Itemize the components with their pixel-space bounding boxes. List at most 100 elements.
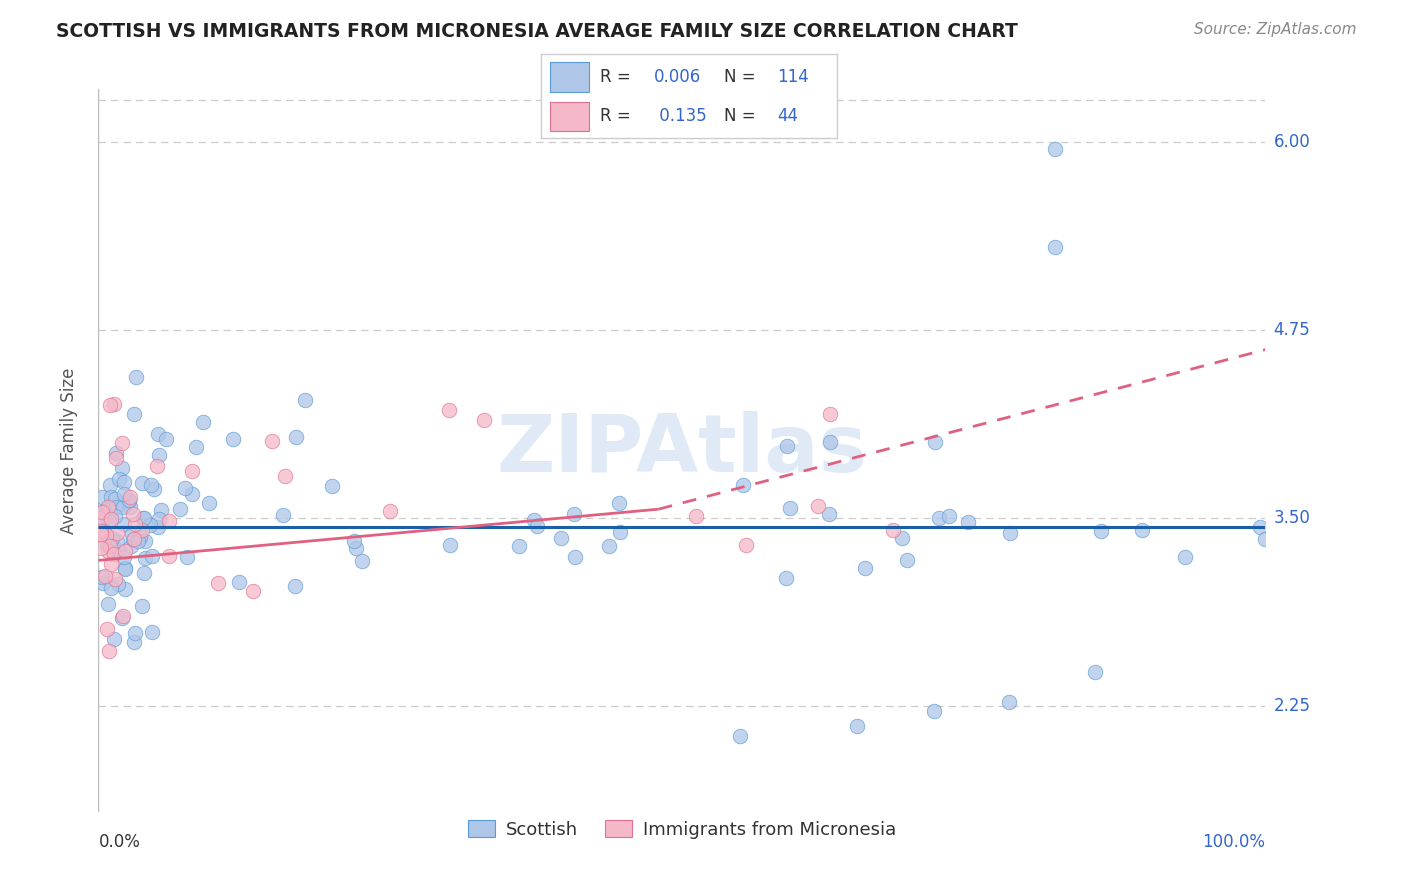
Point	[134, 511, 156, 525]
Point	[262, 434, 284, 448]
Point	[139, 517, 162, 532]
Point	[100, 557, 122, 571]
Point	[100, 511, 122, 525]
Point	[100, 490, 122, 504]
Point	[321, 479, 343, 493]
Point	[90, 524, 112, 538]
Point	[111, 436, 134, 450]
Text: R =: R =	[600, 69, 637, 87]
Point	[132, 510, 155, 524]
Point	[148, 448, 170, 462]
Point	[90, 510, 112, 524]
Text: 44: 44	[778, 107, 799, 125]
Point	[472, 413, 495, 427]
Point	[131, 475, 153, 490]
Text: 6.00: 6.00	[1274, 133, 1310, 151]
Point	[103, 632, 125, 646]
Text: 4.75: 4.75	[1274, 321, 1310, 339]
Point	[131, 599, 153, 614]
Point	[148, 426, 170, 441]
Point	[731, 478, 754, 492]
Point	[176, 550, 198, 565]
Point	[938, 508, 960, 523]
Point	[90, 490, 112, 504]
Point	[108, 472, 131, 486]
Point	[141, 549, 163, 563]
Point	[121, 527, 143, 541]
Point	[111, 609, 134, 624]
Point	[157, 514, 180, 528]
Point	[242, 583, 264, 598]
Point	[609, 524, 631, 539]
Text: 0.006: 0.006	[654, 69, 700, 87]
Point	[91, 505, 114, 519]
Point	[104, 450, 127, 465]
Point	[283, 579, 305, 593]
Point	[846, 719, 869, 733]
Point	[111, 610, 134, 624]
Point	[114, 561, 136, 575]
Point	[120, 539, 142, 553]
Point	[1174, 550, 1197, 565]
Point	[112, 500, 135, 514]
Point	[779, 501, 801, 516]
Point	[924, 435, 946, 450]
Point	[105, 525, 128, 540]
Point	[274, 469, 297, 483]
Text: 0.0%: 0.0%	[98, 833, 141, 851]
Point	[1130, 523, 1153, 537]
Text: Source: ZipAtlas.com: Source: ZipAtlas.com	[1194, 22, 1357, 37]
Point	[222, 432, 245, 446]
Point	[1090, 524, 1112, 538]
Point	[101, 531, 124, 545]
Point	[380, 503, 402, 517]
Text: ZIPAtlas: ZIPAtlas	[496, 411, 868, 490]
Point	[271, 508, 294, 523]
Point	[97, 514, 120, 528]
Point	[122, 507, 145, 521]
Point	[134, 534, 156, 549]
Point	[285, 430, 308, 444]
Point	[169, 502, 191, 516]
Point	[97, 544, 120, 558]
Point	[104, 491, 127, 506]
Point	[104, 573, 127, 587]
Point	[685, 508, 707, 523]
Text: 100.0%: 100.0%	[1202, 833, 1265, 851]
Point	[93, 504, 115, 518]
Point	[352, 554, 374, 568]
Point	[775, 571, 797, 585]
Point	[882, 523, 904, 537]
Point	[508, 539, 530, 553]
Text: 3.50: 3.50	[1274, 509, 1310, 527]
Point	[437, 402, 460, 417]
Point	[550, 531, 572, 545]
Point	[93, 511, 115, 525]
Point	[100, 582, 122, 596]
Point	[98, 398, 121, 412]
Point	[598, 539, 620, 553]
Point	[112, 516, 135, 531]
Point	[100, 478, 122, 492]
Point	[90, 527, 112, 541]
Point	[121, 533, 143, 547]
Point	[730, 730, 752, 744]
Point	[180, 464, 202, 478]
Point	[118, 492, 141, 507]
Point	[181, 487, 204, 501]
Text: SCOTTISH VS IMMIGRANTS FROM MICRONESIA AVERAGE FAMILY SIZE CORRELATION CHART: SCOTTISH VS IMMIGRANTS FROM MICRONESIA A…	[56, 22, 1018, 41]
Point	[97, 500, 120, 515]
Point	[853, 561, 876, 575]
Point	[103, 397, 125, 411]
Point	[125, 370, 148, 384]
Point	[96, 622, 118, 636]
Point	[96, 538, 118, 552]
Point	[114, 562, 136, 576]
Point	[439, 538, 461, 552]
Point	[98, 644, 121, 658]
Point	[120, 500, 142, 515]
Point	[132, 566, 155, 580]
Point	[127, 534, 149, 549]
Text: 114: 114	[778, 69, 810, 87]
Point	[120, 491, 142, 505]
